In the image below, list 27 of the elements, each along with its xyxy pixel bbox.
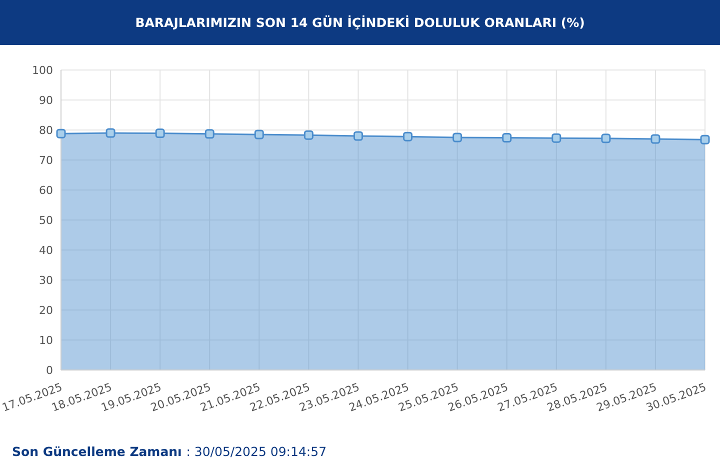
point xyxy=(204,129,214,139)
text: Son Güncelleme Zamanı : 30/05/2025 09:14:57 xyxy=(12,444,327,459)
y-tick-label: 70 xyxy=(39,154,53,167)
y-tick-label: 100 xyxy=(32,64,53,77)
y-tick-label: 10 xyxy=(39,334,53,347)
point xyxy=(56,128,66,138)
y-tick-label: 0 xyxy=(46,364,53,377)
point xyxy=(601,134,611,144)
point xyxy=(353,131,363,141)
y-tick-label: 30 xyxy=(39,274,53,287)
y-tick-label: 80 xyxy=(39,124,53,137)
point xyxy=(403,132,413,142)
y-tick-label: 20 xyxy=(39,304,53,317)
y-tick-label: 50 xyxy=(39,214,53,227)
point xyxy=(650,134,660,144)
point xyxy=(452,132,462,142)
point xyxy=(106,128,116,138)
point xyxy=(700,134,710,144)
y-tick-label: 90 xyxy=(39,94,53,107)
point xyxy=(304,130,314,140)
point xyxy=(552,133,562,143)
chart-title: BARAJLARIMIZIN SON 14 GÜN İÇİNDEKİ DOLULUK ORANLARI (%) xyxy=(0,0,720,45)
point xyxy=(502,133,512,143)
point xyxy=(254,130,264,140)
point xyxy=(155,128,165,138)
y-tick-label: 60 xyxy=(39,184,53,197)
y-tick-label: 40 xyxy=(39,244,53,257)
